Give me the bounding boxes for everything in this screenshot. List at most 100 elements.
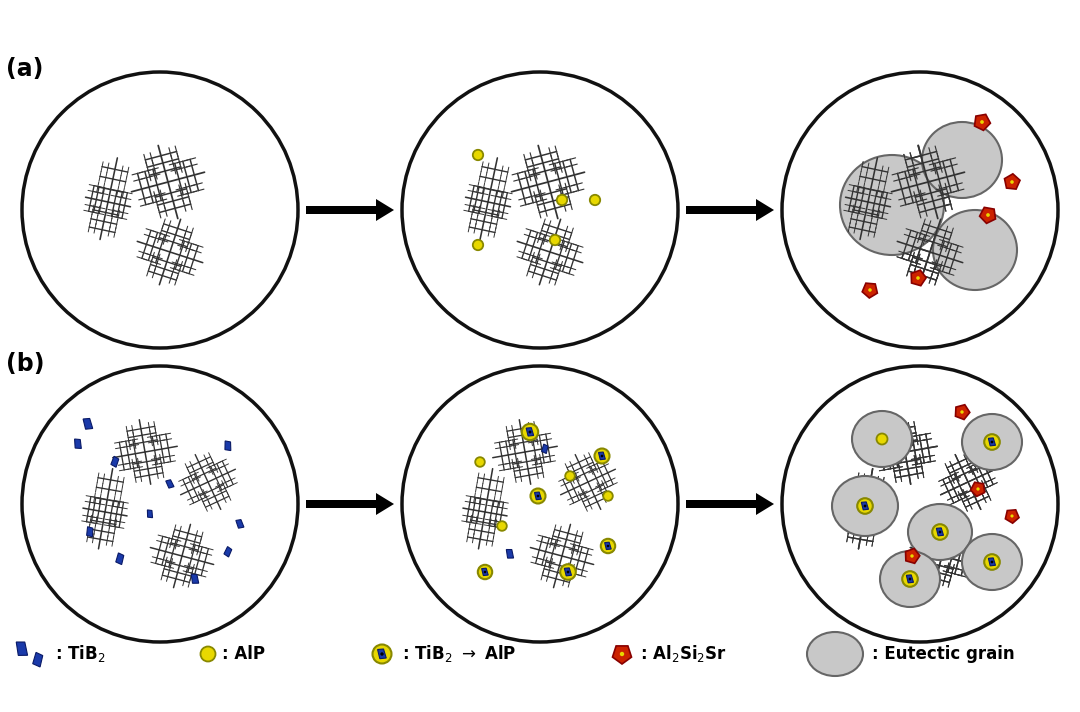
Polygon shape xyxy=(956,404,970,419)
Polygon shape xyxy=(482,568,488,575)
Circle shape xyxy=(902,571,918,587)
Polygon shape xyxy=(191,575,199,583)
Circle shape xyxy=(604,491,612,501)
Circle shape xyxy=(986,213,990,217)
Ellipse shape xyxy=(840,155,944,255)
Ellipse shape xyxy=(807,632,863,676)
Polygon shape xyxy=(86,527,93,537)
Circle shape xyxy=(976,487,980,491)
Ellipse shape xyxy=(922,122,1002,198)
Ellipse shape xyxy=(22,72,298,348)
Circle shape xyxy=(939,530,942,533)
Circle shape xyxy=(475,457,485,467)
Ellipse shape xyxy=(782,72,1058,348)
Text: : Eutectic grain: : Eutectic grain xyxy=(872,645,1014,663)
Circle shape xyxy=(600,539,616,553)
Polygon shape xyxy=(16,642,28,656)
Ellipse shape xyxy=(933,210,1017,290)
Circle shape xyxy=(607,545,609,548)
Polygon shape xyxy=(165,480,174,488)
Polygon shape xyxy=(116,553,124,565)
Circle shape xyxy=(530,488,545,503)
Circle shape xyxy=(984,554,1000,570)
Polygon shape xyxy=(974,115,990,130)
Ellipse shape xyxy=(832,476,897,536)
Polygon shape xyxy=(936,528,944,536)
Circle shape xyxy=(522,424,538,440)
Circle shape xyxy=(473,150,483,160)
Polygon shape xyxy=(971,482,985,496)
Polygon shape xyxy=(507,550,514,558)
Polygon shape xyxy=(535,492,541,500)
Circle shape xyxy=(990,441,994,444)
Polygon shape xyxy=(235,520,244,528)
Circle shape xyxy=(868,288,872,292)
Circle shape xyxy=(858,498,873,514)
Circle shape xyxy=(557,195,567,205)
Circle shape xyxy=(877,434,888,444)
Polygon shape xyxy=(605,543,611,550)
Circle shape xyxy=(620,651,624,656)
Polygon shape xyxy=(526,428,534,436)
Circle shape xyxy=(932,524,948,540)
Polygon shape xyxy=(862,283,877,298)
Polygon shape xyxy=(147,510,152,518)
Circle shape xyxy=(990,560,994,563)
Circle shape xyxy=(550,235,561,245)
Ellipse shape xyxy=(402,366,678,642)
Circle shape xyxy=(567,570,569,573)
Circle shape xyxy=(1010,180,1014,184)
Circle shape xyxy=(984,434,1000,450)
Circle shape xyxy=(565,471,575,481)
Circle shape xyxy=(373,644,391,664)
Text: : TiB$_2$: : TiB$_2$ xyxy=(55,644,106,664)
Polygon shape xyxy=(541,444,548,454)
Text: : Al$_2$Si$_2$Sr: : Al$_2$Si$_2$Sr xyxy=(640,644,727,664)
Polygon shape xyxy=(905,548,920,563)
Polygon shape xyxy=(912,270,927,286)
Circle shape xyxy=(1011,514,1014,518)
Circle shape xyxy=(484,571,486,573)
Polygon shape xyxy=(906,575,914,583)
Circle shape xyxy=(537,495,539,498)
Circle shape xyxy=(590,195,600,205)
Polygon shape xyxy=(1005,510,1020,523)
Circle shape xyxy=(960,410,963,414)
Polygon shape xyxy=(988,438,996,446)
FancyArrow shape xyxy=(306,199,394,221)
Circle shape xyxy=(864,505,866,508)
Ellipse shape xyxy=(962,414,1022,470)
Polygon shape xyxy=(980,207,996,224)
Polygon shape xyxy=(75,439,81,449)
Polygon shape xyxy=(565,568,571,576)
Ellipse shape xyxy=(880,551,940,607)
Circle shape xyxy=(380,652,383,656)
Circle shape xyxy=(910,554,914,557)
Polygon shape xyxy=(224,547,232,557)
Circle shape xyxy=(981,120,984,124)
Circle shape xyxy=(916,276,920,280)
Ellipse shape xyxy=(782,366,1058,642)
Polygon shape xyxy=(862,502,868,510)
Text: : TiB$_2$ $\rightarrow$ AlP: : TiB$_2$ $\rightarrow$ AlP xyxy=(402,644,516,664)
Polygon shape xyxy=(1004,174,1020,189)
Circle shape xyxy=(908,577,912,580)
Circle shape xyxy=(561,564,576,580)
Polygon shape xyxy=(83,419,93,429)
Text: : AlP: : AlP xyxy=(222,645,265,663)
Polygon shape xyxy=(988,558,996,566)
Circle shape xyxy=(477,565,492,579)
FancyArrow shape xyxy=(686,493,774,515)
Ellipse shape xyxy=(962,534,1022,590)
Text: (b): (b) xyxy=(6,352,44,376)
Ellipse shape xyxy=(22,366,298,642)
Ellipse shape xyxy=(852,411,912,467)
Ellipse shape xyxy=(402,72,678,348)
Circle shape xyxy=(497,521,507,531)
Ellipse shape xyxy=(908,504,972,560)
Circle shape xyxy=(600,455,604,457)
FancyArrow shape xyxy=(306,493,394,515)
Polygon shape xyxy=(598,452,606,460)
Circle shape xyxy=(528,431,531,434)
Polygon shape xyxy=(111,456,119,467)
